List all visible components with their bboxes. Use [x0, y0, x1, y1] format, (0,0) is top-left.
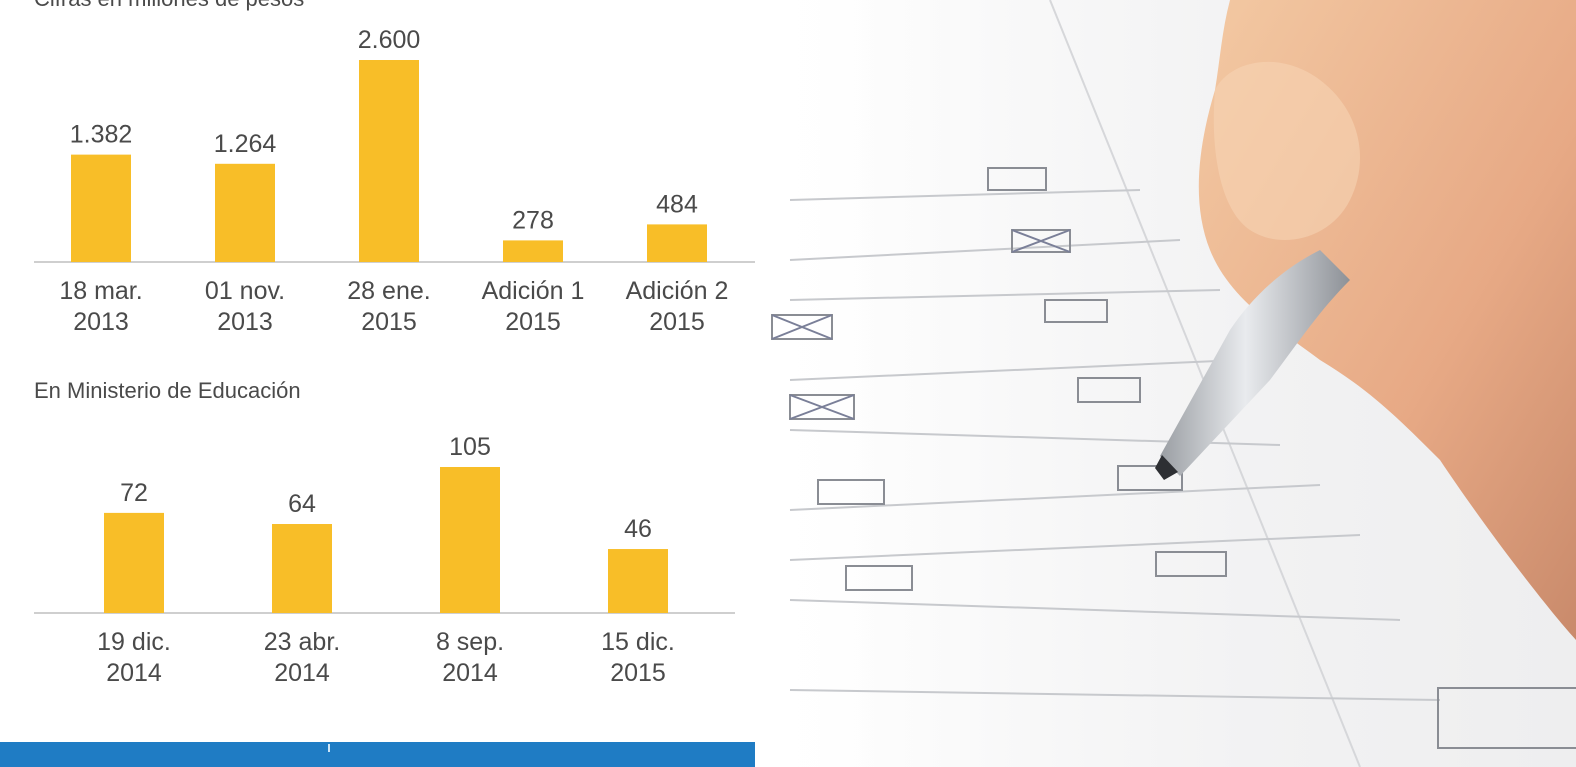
bar [647, 224, 707, 262]
category-label: Adición 2 [626, 277, 729, 305]
category-label: 18 mar. [59, 277, 142, 305]
category-label: 2013 [73, 308, 129, 336]
bar-value-label: 278 [512, 206, 554, 234]
form-checkboxes [771, 167, 1576, 749]
finger-highlight [1213, 61, 1360, 241]
chart-panel: Cifras en millones de pesos 1.382 18 mar.… [0, 0, 760, 767]
bar-value-label: 64 [288, 490, 316, 518]
bar-value-label: 72 [120, 479, 148, 507]
chart-2: 72 19 dic. 2014 64 23 abr. 2014 105 8 sep. 2014 4… [34, 433, 735, 687]
bar [104, 512, 164, 613]
footer-bar [0, 742, 755, 767]
pen-body [1160, 250, 1350, 476]
bar-value-label: 2.600 [358, 26, 421, 54]
bar [359, 60, 419, 262]
bar-value-label: 105 [449, 433, 491, 461]
category-label: Adición 1 [482, 277, 585, 305]
category-label: 2015 [610, 659, 666, 687]
photo-illustration [771, 0, 1576, 767]
bar [272, 524, 332, 613]
footer-mark [328, 744, 330, 752]
category-label: 28 ene. [347, 277, 430, 305]
category-label: 01 nov. [205, 277, 285, 305]
bar-value-label: 484 [656, 190, 698, 218]
chart-1-title: Cifras en millones de pesos [34, 0, 304, 12]
chart-1: 1.382 18 mar. 2013 1.264 01 nov. 2013 2.600 28 … [34, 26, 755, 336]
category-label: 8 sep. [436, 628, 504, 656]
category-label: 2015 [361, 308, 417, 336]
category-label: 23 abr. [264, 628, 340, 656]
category-label: 2014 [106, 659, 162, 687]
bar [440, 467, 500, 613]
bar [71, 154, 131, 262]
chart-2-title: En Ministerio de Educación [34, 378, 301, 403]
category-label: 15 dic. [601, 628, 675, 656]
bar [503, 240, 563, 262]
bar-value-label: 1.382 [70, 121, 133, 149]
category-label: 2015 [505, 308, 561, 336]
photo-hand-with-pen [760, 0, 1576, 767]
category-label: 19 dic. [97, 628, 171, 656]
bar-value-label: 1.264 [214, 130, 277, 158]
pen-tip [1155, 455, 1178, 480]
category-label: 2013 [217, 308, 273, 336]
category-label: 2014 [274, 659, 330, 687]
bar-value-label: 46 [624, 515, 652, 543]
checked-marks [771, 229, 1071, 420]
category-label: 2014 [442, 659, 498, 687]
category-label: 2015 [649, 308, 705, 336]
bar [608, 549, 668, 613]
bar [215, 163, 275, 262]
